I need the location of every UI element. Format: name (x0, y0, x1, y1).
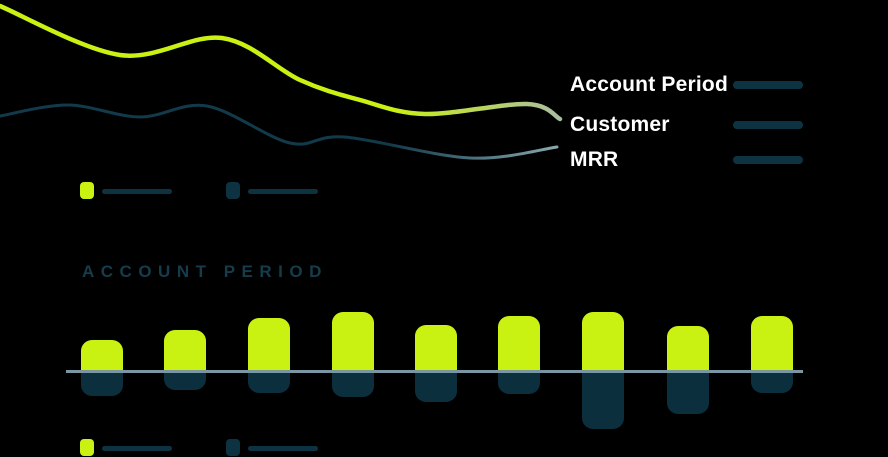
baseline-axis (66, 370, 803, 374)
bar-below-baseline (582, 372, 624, 429)
callout-label: MRR (570, 148, 619, 171)
bar-below-baseline (667, 372, 709, 414)
bar-chart-legend (80, 439, 340, 457)
lime-series-swatch (80, 439, 94, 456)
redacted-value-pill (733, 81, 803, 89)
redacted-legend-label-bar (248, 188, 318, 194)
callout-customer: Customer (570, 113, 803, 136)
bar-above-baseline (498, 316, 540, 372)
navy-trend-line (0, 103, 559, 160)
bar-above-baseline (415, 325, 457, 372)
redacted-legend-label-bar (102, 188, 172, 194)
bar-below-baseline (164, 372, 206, 390)
bar-below-baseline (415, 372, 457, 402)
callout-label: Customer (570, 113, 670, 136)
lime-series-swatch (80, 182, 94, 199)
bar-above-baseline (332, 312, 374, 372)
section-title: ACCOUNT PERIOD (82, 262, 328, 281)
bar-above-baseline (81, 340, 123, 372)
bar-above-baseline (582, 312, 624, 372)
bar-above-baseline (248, 318, 290, 372)
bar-below-baseline (751, 372, 793, 393)
bar-above-baseline (751, 316, 793, 372)
navy-series-swatch (226, 182, 240, 199)
redacted-value-pill (733, 121, 803, 129)
redacted-legend-label-bar (102, 445, 172, 451)
redacted-value-pill (733, 156, 803, 164)
callout-label: Account Period (570, 73, 728, 96)
redacted-legend-label-bar (248, 445, 318, 451)
callout-mrr: MRR (570, 148, 803, 171)
bar-above-baseline (164, 330, 206, 372)
bar-below-baseline (248, 372, 290, 393)
lime-trend-line (0, 3, 563, 122)
callout-account-period: Account Period (570, 73, 803, 96)
trend-line-chart (0, 3, 563, 160)
line-chart-legend (80, 182, 340, 200)
bar-above-baseline (667, 326, 709, 372)
bar-below-baseline (332, 372, 374, 397)
navy-series-swatch (226, 439, 240, 456)
bar-below-baseline (498, 372, 540, 394)
bar-below-baseline (81, 372, 123, 396)
